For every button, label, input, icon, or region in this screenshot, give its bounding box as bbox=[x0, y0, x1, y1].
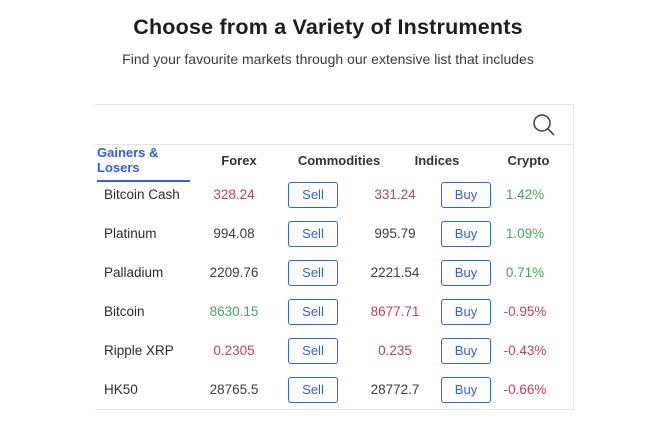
change-percent: 1.09% bbox=[505, 226, 545, 241]
buy-price: 8677.71 bbox=[370, 304, 420, 319]
sell-price-cell: 328.24 bbox=[201, 187, 267, 202]
page-title: Choose from a Variety of Instruments bbox=[133, 15, 523, 39]
category-tabs: Gainers & Losers Forex Commodities Indic… bbox=[95, 145, 573, 182]
buy-price: 28772.7 bbox=[370, 382, 420, 397]
change-percent-cell: 1.42% bbox=[501, 187, 549, 202]
instrument-name: Ripple XRP bbox=[104, 343, 174, 358]
buy-button[interactable]: Buy bbox=[441, 259, 491, 286]
instrument-name: Platinum bbox=[104, 226, 157, 241]
instruments-panel: Gainers & Losers Forex Commodities Indic… bbox=[95, 104, 574, 410]
change-percent-cell: -0.95% bbox=[501, 304, 549, 319]
buy-price: 2221.54 bbox=[370, 265, 420, 280]
instruments-table: Bitcoin Cash 328.24 Sell 331.24 Buy 1.42… bbox=[95, 175, 573, 409]
tab-forex[interactable]: Forex bbox=[190, 153, 288, 168]
sell-price-cell: 2209.76 bbox=[201, 265, 267, 280]
buy-price-cell: 8677.71 bbox=[359, 304, 431, 319]
sell-price: 8630.15 bbox=[209, 304, 259, 319]
buy-button[interactable]: Buy bbox=[441, 298, 491, 325]
buy-button-cell: Buy bbox=[431, 259, 501, 286]
sell-button[interactable]: Sell bbox=[288, 181, 338, 208]
instrument-name: Bitcoin bbox=[104, 304, 145, 319]
table-row: Platinum 994.08 Sell 995.79 Buy 1.09% bbox=[95, 214, 573, 253]
buy-button[interactable]: Buy bbox=[441, 220, 491, 247]
buy-button-cell: Buy bbox=[431, 220, 501, 247]
sell-button-cell: Sell bbox=[267, 259, 359, 286]
buy-button[interactable]: Buy bbox=[441, 181, 491, 208]
tab-gainers-losers[interactable]: Gainers & Losers bbox=[95, 145, 190, 182]
buy-price: 331.24 bbox=[374, 187, 416, 202]
sell-price-cell: 8630.15 bbox=[201, 304, 267, 319]
buy-button-cell: Buy bbox=[431, 376, 501, 403]
change-percent: -0.66% bbox=[503, 382, 547, 397]
table-row: Palladium 2209.76 Sell 2221.54 Buy 0.71% bbox=[95, 253, 573, 292]
tab-label: Forex bbox=[221, 152, 257, 168]
sell-button[interactable]: Sell bbox=[288, 298, 338, 325]
sell-button-cell: Sell bbox=[267, 337, 359, 364]
buy-button[interactable]: Buy bbox=[441, 376, 491, 403]
buy-price-cell: 2221.54 bbox=[359, 265, 431, 280]
sell-button-cell: Sell bbox=[267, 181, 359, 208]
search-icon[interactable] bbox=[531, 112, 557, 138]
buy-price-cell: 331.24 bbox=[359, 187, 431, 202]
sell-price: 2209.76 bbox=[209, 265, 259, 280]
sell-button-cell: Sell bbox=[267, 298, 359, 325]
sell-price: 994.08 bbox=[213, 226, 255, 241]
buy-button[interactable]: Buy bbox=[441, 337, 491, 364]
table-row: Bitcoin Cash 328.24 Sell 331.24 Buy 1.42… bbox=[95, 175, 573, 214]
buy-button-cell: Buy bbox=[431, 298, 501, 325]
sell-price: 28765.5 bbox=[209, 382, 259, 397]
sell-button-cell: Sell bbox=[267, 220, 359, 247]
sell-price-cell: 994.08 bbox=[201, 226, 267, 241]
buy-price: 0.235 bbox=[378, 343, 412, 358]
table-row: Ripple XRP 0.2305 Sell 0.235 Buy -0.43% bbox=[95, 331, 573, 370]
change-percent-cell: -0.66% bbox=[501, 382, 549, 397]
change-percent: -0.43% bbox=[503, 343, 547, 358]
tab-label: Gainers & Losers bbox=[97, 145, 190, 182]
change-percent-cell: 1.09% bbox=[501, 226, 549, 241]
search-row bbox=[95, 105, 573, 145]
buy-price-cell: 995.79 bbox=[359, 226, 431, 241]
table-row: Bitcoin 8630.15 Sell 8677.71 Buy -0.95% bbox=[95, 292, 573, 331]
instrument-name: Bitcoin Cash bbox=[104, 187, 180, 202]
sell-button-cell: Sell bbox=[267, 376, 359, 403]
tab-crypto[interactable]: Crypto bbox=[484, 153, 573, 168]
sell-price: 0.2305 bbox=[213, 343, 255, 358]
buy-price-cell: 28772.7 bbox=[359, 382, 431, 397]
buy-button-cell: Buy bbox=[431, 337, 501, 364]
change-percent: 0.71% bbox=[505, 265, 545, 280]
table-row: HK50 28765.5 Sell 28772.7 Buy -0.66% bbox=[95, 370, 573, 409]
sell-price-cell: 0.2305 bbox=[201, 343, 267, 358]
change-percent: 1.42% bbox=[505, 187, 545, 202]
tab-label: Indices bbox=[414, 152, 460, 168]
page-header: Choose from a Variety of Instruments Fin… bbox=[0, 15, 656, 67]
change-percent-cell: -0.43% bbox=[501, 343, 549, 358]
tab-commodities[interactable]: Commodities bbox=[288, 153, 390, 168]
sell-button[interactable]: Sell bbox=[288, 259, 338, 286]
tab-label: Commodities bbox=[297, 152, 381, 168]
buy-price: 995.79 bbox=[374, 226, 416, 241]
buy-button-cell: Buy bbox=[431, 181, 501, 208]
page-subtitle: Find your favourite markets through our … bbox=[122, 51, 534, 67]
change-percent-cell: 0.71% bbox=[501, 265, 549, 280]
tab-label: Crypto bbox=[507, 152, 550, 168]
instrument-name: HK50 bbox=[104, 382, 138, 397]
sell-button[interactable]: Sell bbox=[288, 220, 338, 247]
sell-button[interactable]: Sell bbox=[288, 376, 338, 403]
tab-indices[interactable]: Indices bbox=[390, 153, 484, 168]
sell-price: 328.24 bbox=[213, 187, 255, 202]
instrument-name: Palladium bbox=[104, 265, 164, 280]
sell-button[interactable]: Sell bbox=[288, 337, 338, 364]
change-percent: -0.95% bbox=[503, 304, 547, 319]
sell-price-cell: 28765.5 bbox=[201, 382, 267, 397]
buy-price-cell: 0.235 bbox=[359, 343, 431, 358]
